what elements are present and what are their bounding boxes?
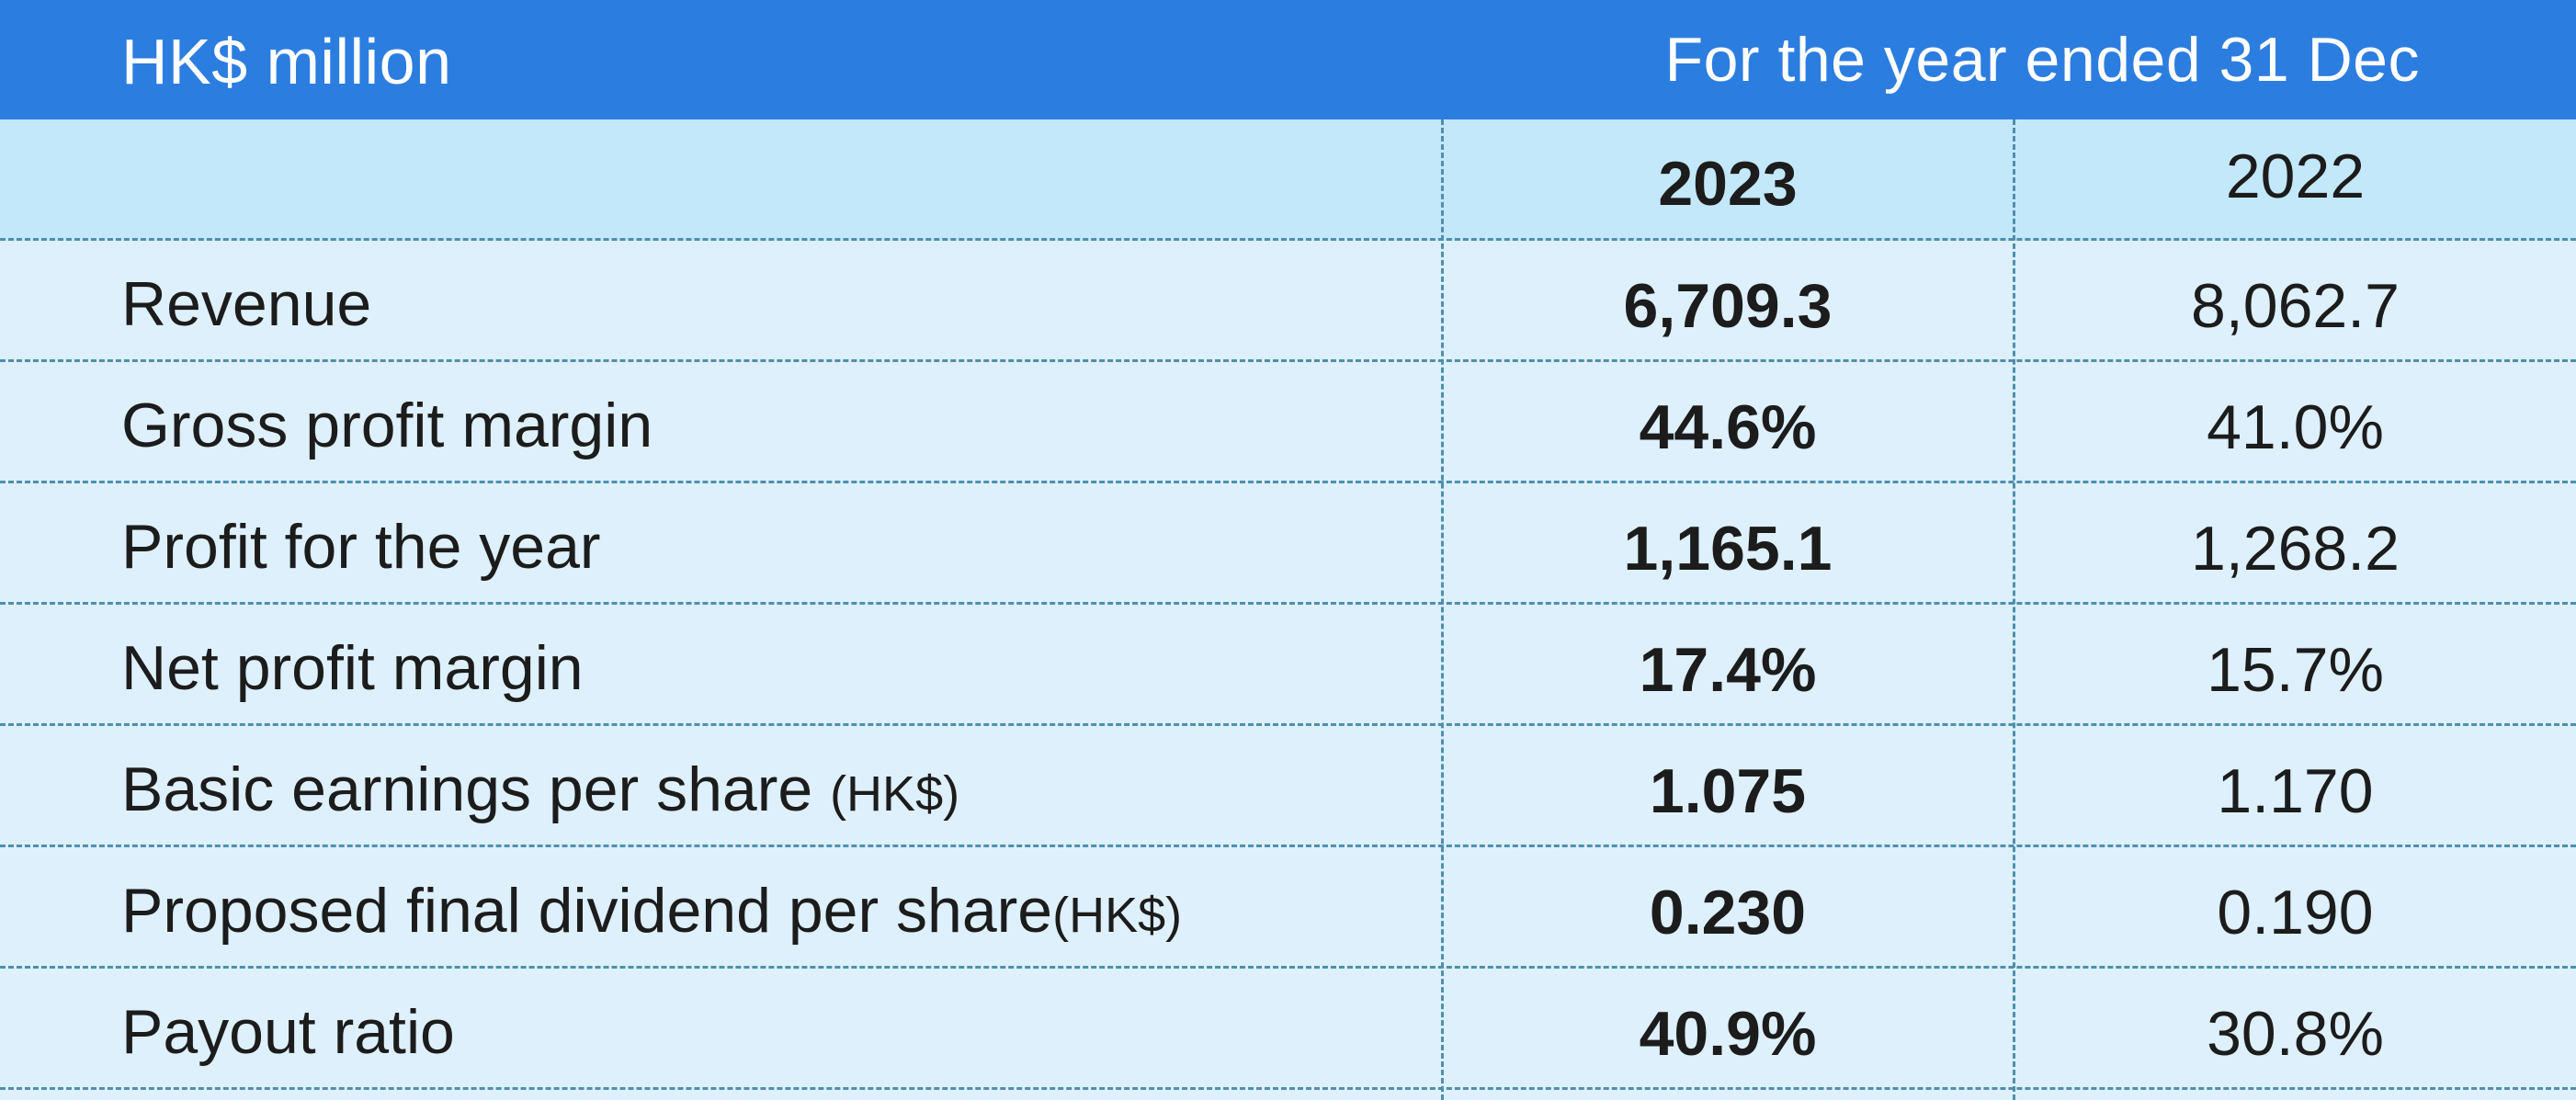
year-header-row: 2023 2022 bbox=[0, 119, 2576, 241]
value-2022: 15.7% bbox=[2207, 635, 2384, 705]
value-2023: 1.075 bbox=[1649, 756, 1807, 826]
period-label: For the year ended 31 Dec bbox=[1664, 25, 2420, 95]
value-2022: 0.190 bbox=[2217, 878, 2374, 947]
value-2023: 44.6% bbox=[1639, 392, 1817, 462]
value-2023: 17.4% bbox=[1639, 635, 1817, 705]
row-label: Proposed final dividend per share(HK$) bbox=[121, 876, 1183, 946]
year-2023-header: 2023 bbox=[1658, 149, 1798, 219]
table-row: Basic earnings per share (HK$) 1.075 1.1… bbox=[0, 726, 2576, 847]
row-label: Gross profit margin bbox=[121, 391, 653, 460]
value-2023: 6,709.3 bbox=[1623, 271, 1833, 341]
year-2022-header: 2022 bbox=[2225, 142, 2366, 211]
row-label: Basic earnings per share (HK$) bbox=[121, 754, 960, 824]
value-2022: 8,062.7 bbox=[2191, 271, 2400, 341]
column-divider bbox=[1441, 119, 1444, 1100]
value-2023: 40.9% bbox=[1639, 999, 1817, 1069]
table-row: Proposed final dividend per share(HK$) 0… bbox=[0, 847, 2576, 969]
row-label: Net profit margin bbox=[121, 633, 584, 703]
row-label: Payout ratio bbox=[121, 997, 455, 1067]
table-row: Net profit margin 17.4% 15.7% bbox=[0, 605, 2576, 726]
table-row: Payout ratio 40.9% 30.8% bbox=[0, 969, 2576, 1090]
row-label: Profit for the year bbox=[121, 512, 601, 582]
value-2022: 30.8% bbox=[2207, 999, 2384, 1069]
value-2023: 0.230 bbox=[1649, 878, 1807, 947]
table-header: HK$ million For the year ended 31 Dec bbox=[0, 0, 2576, 119]
unit-label: HK$ million bbox=[121, 26, 452, 97]
table-row: Gross profit margin 44.6% 41.0% bbox=[0, 362, 2576, 483]
value-2022: 1,268.2 bbox=[2191, 514, 2400, 584]
table-row: Profit for the year 1,165.1 1,268.2 bbox=[0, 483, 2576, 605]
table-row: Revenue 6,709.3 8,062.7 bbox=[0, 241, 2576, 362]
column-divider bbox=[2013, 119, 2015, 1100]
value-2023: 1,165.1 bbox=[1623, 514, 1833, 584]
row-label: Revenue bbox=[121, 269, 372, 339]
value-2022: 1.170 bbox=[2217, 756, 2374, 826]
value-2022: 41.0% bbox=[2207, 392, 2384, 462]
